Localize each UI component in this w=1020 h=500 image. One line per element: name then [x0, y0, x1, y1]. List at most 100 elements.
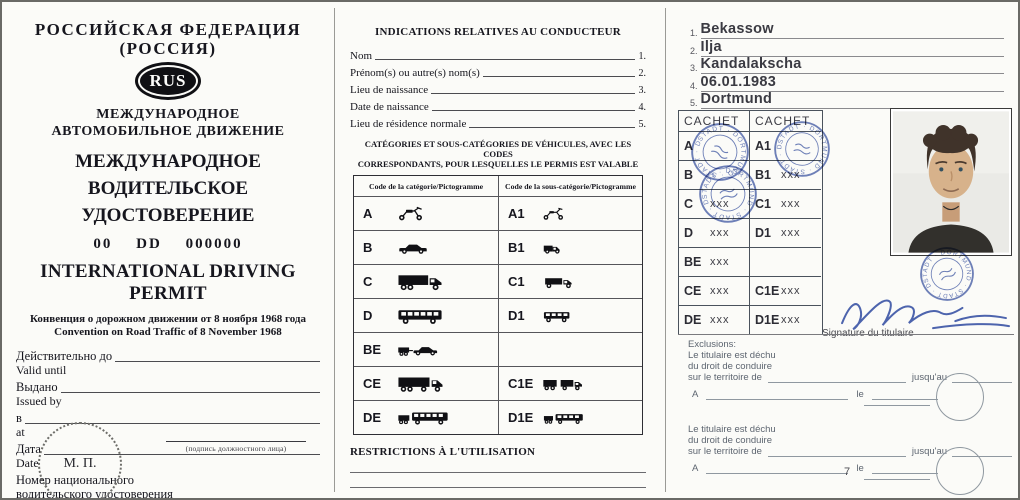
field-value: Bekassow: [700, 21, 774, 38]
category-column-header: Code de la catégorie/Pictogramme: [354, 176, 498, 197]
subcategory-code: A1: [508, 206, 525, 221]
subcategory-row-C1: C1: [498, 265, 642, 299]
dortmund-stamp-icon: STADT · DORTMUND · STADT · DORTMUND ·: [766, 110, 835, 182]
document-title-ru: МЕЖДУНАРОДНОЕ ВОДИТЕЛЬСКОЕ УДОСТОВЕРЕНИЕ: [16, 148, 320, 229]
stamp-circle-placeholder: [936, 373, 984, 421]
field-label: Lieu de résidence normale: [350, 118, 467, 130]
subcategory-code: C1E: [508, 376, 534, 391]
cachet-row-D1: D1 xxx: [749, 219, 821, 248]
subcategory-row-A1: A1: [498, 197, 642, 231]
blank-line: [871, 399, 938, 400]
subtitle-line1: МЕЖДУНАРОДНОЕ: [96, 107, 240, 122]
field-date: Дата: [16, 442, 320, 457]
exclusions-title: Exclusions:: [688, 339, 737, 350]
holder-birthdate: 4. 06.01.1983: [690, 73, 1004, 92]
rus-oval-badge: RUS: [138, 65, 198, 97]
holder-signature: [841, 299, 1010, 331]
cachet-code: A: [684, 139, 694, 153]
categories-header-line1: CATÉGORIES ET SOUS-CATÉGORIES DE VÉHICUL…: [364, 139, 632, 159]
cachet-value: xxx: [710, 285, 730, 297]
cachet-row-DE: DE xxx: [679, 306, 749, 334]
title-ru-line1: МЕЖДУНАРОДНОЕ: [75, 151, 261, 172]
category-row-D: D: [354, 299, 498, 333]
seal-label: М. П.: [63, 456, 97, 471]
field-label: Lieu de naissance: [350, 84, 429, 96]
vehicle-categories-table: Code de la catégorie/Pictogramme Code de…: [353, 175, 643, 435]
cachet-code: DE: [684, 313, 702, 327]
cachet-code: B1: [755, 168, 771, 182]
blank-line: [871, 473, 938, 474]
blank-line: [43, 454, 320, 455]
cachet-code: A1: [755, 139, 771, 153]
filled-line: Kandalakscha: [700, 55, 1004, 75]
category-row-A: A: [354, 197, 498, 231]
exclusion-text: Le titulaire est déchu: [688, 424, 776, 435]
field-residence: Lieu de résidence normale 5.: [350, 113, 646, 130]
field-number: 1.: [690, 28, 698, 39]
category-code: BE: [363, 342, 382, 357]
holder-photo: [890, 108, 1012, 256]
cachet-value: xxx: [710, 198, 730, 210]
holder-firstname: 2. Ilja: [690, 39, 1004, 57]
blank-line: [767, 382, 906, 383]
vehicle-pictogram: [542, 237, 562, 259]
cachet-row-A1: A1: [749, 132, 821, 161]
field-valid-until: Действительно до: [16, 349, 320, 364]
field-label-en: at: [16, 425, 25, 439]
cachet-code: D1: [755, 226, 771, 240]
category-row-CE: CE: [354, 367, 498, 401]
cachet-row-A: A: [679, 132, 749, 161]
vehicle-pictogram: [397, 305, 443, 327]
subtitle: МЕЖДУНАРОДНОЕ АВТОМОБИЛЬНОЕ ДВИЖЕНИЕ: [16, 106, 320, 140]
blank-line: [431, 110, 635, 111]
cachet-value: xxx: [710, 256, 730, 268]
field-number: 2.: [690, 45, 698, 56]
field-lieu-naissance: Lieu de naissance 3.: [350, 79, 646, 96]
filled-line: Dortmund: [700, 90, 1004, 109]
vehicle-pictogram: [397, 271, 443, 293]
field-label: Дата: [16, 442, 41, 456]
subcategory-code: C1: [508, 274, 525, 289]
exclusion-place-row: A le: [692, 463, 938, 474]
category-code: DE: [363, 410, 382, 425]
field-label: Выдано: [16, 380, 58, 394]
cachet-value: xxx: [781, 169, 801, 181]
category-code: A: [363, 206, 373, 221]
cachet-row-CE: CE xxx: [679, 277, 749, 306]
cachet-row-empty: [749, 248, 821, 277]
exclusion-text: jusqu'au: [911, 372, 948, 383]
field-number: 5.: [690, 97, 698, 108]
categories-header: CATÉGORIES ET SOUS-CATÉGORIES DE VÉHICUL…: [350, 139, 646, 169]
holder-signature-caption: Signature du titulaire: [822, 328, 914, 339]
blank-line: [952, 382, 1012, 383]
field-nom: Nom 1.: [350, 45, 646, 62]
subtitle-line2: АВТОМОБИЛЬНОЕ ДВИЖЕНИЕ: [51, 124, 285, 139]
category-code: CE: [363, 376, 382, 391]
driver-info-page: INDICATIONS RELATIVES AU CONDUCTEUR Nom 1…: [350, 12, 646, 494]
subcategory-column-header: Code de la sous-catégorie/Pictogramme: [498, 176, 642, 197]
exclusion-territory-row: sur le territoire de jusqu'au: [688, 446, 1012, 457]
subcategory-row-D1E: D1E: [498, 401, 642, 434]
cachet-code: D: [684, 226, 694, 240]
exclusion-text: le: [856, 463, 864, 474]
title-ru-line2: ВОДИТЕЛЬСКОЕ УДОСТОВЕРЕНИЕ: [81, 178, 255, 226]
portrait-image: [893, 111, 1009, 253]
filled-line: 06.01.1983: [700, 73, 1004, 92]
cachet-value: xxx: [781, 198, 801, 210]
exclusion-text: Le titulaire est déchu: [688, 350, 776, 361]
blank-line: [706, 399, 849, 400]
cachet-column-header: CACHET: [749, 111, 821, 132]
page-divider-left: [334, 8, 335, 492]
field-value: Dortmund: [700, 90, 773, 107]
field-value: Kandalakscha: [700, 56, 802, 73]
cachet-code: B: [684, 168, 694, 182]
country-line2: (РОССИЯ): [119, 39, 217, 58]
blank-line: [60, 392, 320, 393]
cachet-value: xxx: [781, 314, 801, 326]
exclusions-section: Exclusions: Le titulaire est déchu du dr…: [678, 334, 1014, 495]
subcategory-code: B1: [508, 240, 525, 255]
field-number: 2.: [638, 68, 647, 79]
cachet-row-BE: BE xxx: [679, 248, 749, 277]
convention-note: Конвенция о дорожном движении от 8 ноябр…: [16, 313, 320, 338]
